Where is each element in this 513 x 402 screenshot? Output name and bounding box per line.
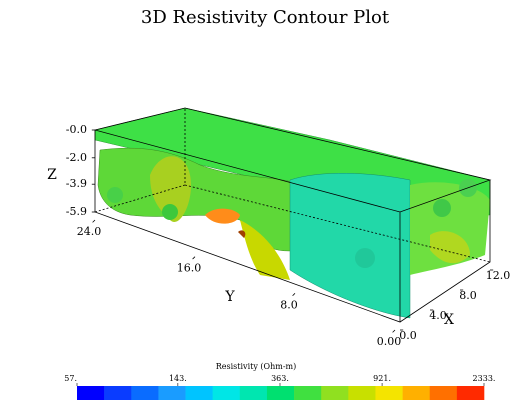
tick-mark — [292, 293, 296, 297]
tick-label: 0.0 — [399, 329, 417, 342]
tick-label: 8.0 — [280, 298, 298, 311]
color-box — [429, 386, 458, 400]
color-box — [104, 386, 132, 400]
colorbar-tick-label: 143. — [169, 374, 187, 383]
tick-label: 4.0 — [429, 309, 447, 322]
isosurfaces — [94, 107, 491, 319]
tick-label: -5.9 — [66, 205, 87, 218]
color-box — [158, 386, 186, 400]
tick-mark — [92, 219, 96, 223]
tick-label: 12.0 — [486, 269, 511, 282]
color-box — [294, 386, 322, 400]
color-box — [402, 386, 431, 400]
colorbar-tick-label: 57. — [64, 374, 77, 383]
colorbar-title: Resistivity (Ohm-m) — [216, 362, 296, 371]
color-box — [212, 386, 241, 400]
chart-title: 3D Resistivity Contour Plot — [141, 7, 390, 28]
color-box — [375, 386, 403, 400]
tick-label: 8.0 — [459, 289, 477, 302]
tick-mark — [192, 256, 196, 260]
color-box — [321, 386, 349, 400]
tick-label: -3.9 — [66, 177, 87, 190]
color-box — [348, 386, 376, 400]
color-box — [77, 386, 105, 400]
y-axis-label: Y — [224, 289, 235, 305]
colorbar-tick-label: 921. — [373, 374, 391, 383]
color-box — [456, 386, 485, 400]
tick-label: 16.0 — [177, 262, 202, 275]
tick-mark — [392, 329, 396, 333]
z-axis-label: Z — [47, 167, 57, 183]
color-box — [185, 386, 213, 400]
colorbar-tick-label: 363. — [271, 374, 289, 383]
tick-label: 24.0 — [77, 225, 102, 238]
x-axis-label: X — [444, 312, 454, 328]
tick-label: -0.0 — [66, 123, 87, 136]
tick-label: 0.00 — [377, 335, 402, 348]
color-box — [239, 386, 268, 400]
color-box — [131, 386, 159, 400]
tick-label: -2.0 — [66, 151, 87, 164]
color-box — [266, 386, 295, 400]
bounding-box — [94, 107, 492, 323]
colorbar-tick-label: 2333. — [473, 374, 496, 383]
